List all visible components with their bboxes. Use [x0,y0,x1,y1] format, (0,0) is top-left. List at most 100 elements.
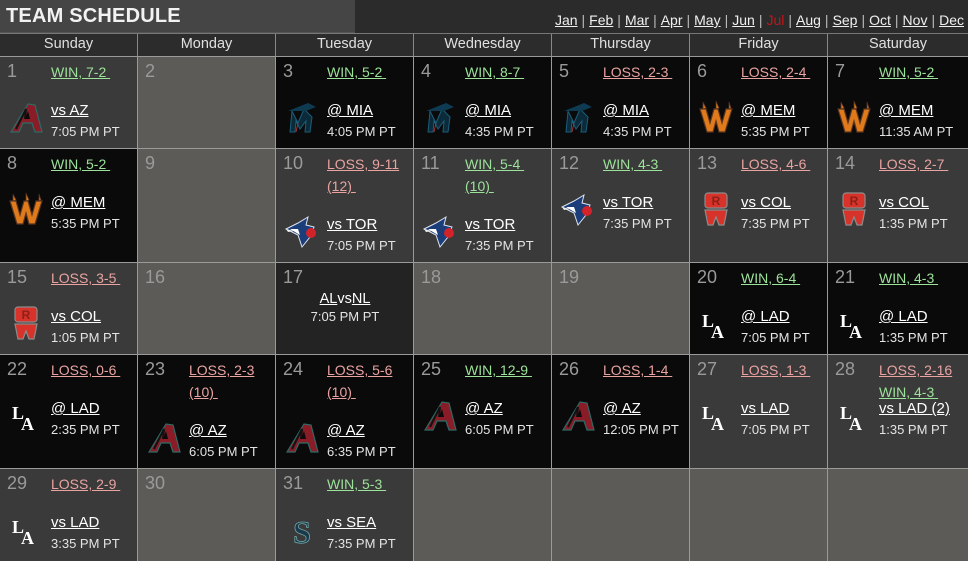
extra-innings-label[interactable]: (10) [465,178,494,194]
redbirds-logo-icon [698,99,734,135]
game-result-link[interactable]: LOSS, 1-3 [741,362,811,378]
separator: | [617,12,621,28]
day-number: 23 [145,359,166,379]
day-cell: 28 LOSS, 2-16 WIN, 4-3 vs LAD (2) 1:35 PM P… [828,355,968,468]
opponent-link[interactable]: @ AZ [603,400,641,417]
game-result-link[interactable]: WIN, 8-7 [465,64,525,80]
opponent-link[interactable]: vs COL [741,194,792,211]
day-cell: 13 LOSS, 4-6 vs COL 7:35 PM PT [690,149,828,262]
game-result-link[interactable]: LOSS, 5-6 [327,362,393,378]
month-link-sep[interactable]: Sep [832,12,858,28]
day-cell: 20 WIN, 6-4 @ LAD 7:05 PM PT [690,263,828,354]
game-result-link[interactable]: WIN, 5-4 [465,156,525,172]
game-result-link[interactable]: LOSS, 2-3 [189,362,255,378]
opponent-link[interactable]: vs TOR [603,194,654,211]
day-number: 11 [421,153,440,173]
dodgers-logo-icon [698,305,734,341]
nl-link[interactable]: NL [351,291,371,307]
game-result-link[interactable]: LOSS, 3-5 [51,270,121,286]
game-result-link[interactable]: WIN, 7-2 [51,64,111,80]
opponent-link[interactable]: @ LAD [879,308,928,325]
game-result-link[interactable]: LOSS, 1-4 [603,362,673,378]
game-result-link[interactable]: LOSS, 2-16 [879,362,953,378]
month-link-feb[interactable]: Feb [589,12,614,28]
day-number: 21 [835,267,856,287]
opponent-link[interactable]: vs COL [879,194,930,211]
game-result-link[interactable]: WIN, 5-2 [327,64,387,80]
dodgers-logo-icon [836,305,872,341]
game-result-link[interactable]: WIN, 4-3 [879,270,939,286]
game-result-link[interactable]: LOSS, 9-11 [327,156,400,172]
day-number: 24 [283,359,304,379]
month-link-jan[interactable]: Jan [554,12,578,28]
diamondbacks-logo-icon [8,99,44,135]
day-number: 31 [283,473,304,493]
opponent-link[interactable]: vs AZ [51,102,89,119]
extra-innings-label[interactable]: (12) [327,178,356,194]
game-result-link[interactable]: WIN, 6-4 [741,270,801,286]
opponent-link[interactable]: @ AZ [327,422,365,439]
game-result-link[interactable]: LOSS, 4-6 [741,156,811,172]
game-result-link[interactable]: LOSS, 2-3 [603,64,673,80]
opponent-link[interactable]: @ LAD [741,308,790,325]
al-link[interactable]: AL [319,291,338,307]
month-link-dec[interactable]: Dec [939,12,964,28]
game2-result-link[interactable]: WIN, 4-3 [879,384,939,400]
rw-logo-icon [8,305,44,341]
game-time: 12:05 PM PT [603,422,679,437]
month-link-mar[interactable]: Mar [624,12,650,28]
opponent-link[interactable]: vs LAD (2) [879,400,950,417]
month-link-oct[interactable]: Oct [869,12,891,28]
separator: | [824,12,829,28]
game-result-link[interactable]: LOSS, 2-9 [51,476,121,492]
opponent-link[interactable]: vs LAD [741,400,790,417]
game-result-link[interactable]: WIN, 4-3 [603,156,663,172]
month-link-apr[interactable]: Apr [660,12,683,28]
separator: | [861,12,866,28]
opponent-link[interactable]: @ AZ [465,400,503,417]
game-result-link[interactable]: WIN, 12-9 [465,362,532,378]
game-result-link[interactable]: WIN, 5-2 [51,156,111,172]
opponent-link[interactable]: @ MIA [603,102,650,119]
day-cell: 30 [138,469,276,561]
vs-label: vs [337,291,352,307]
month-link-aug[interactable]: Aug [796,12,821,28]
day-cell: 3 WIN, 5-2 @ MIA 4:05 PM PT [276,57,414,148]
opponent-link[interactable]: vs COL [51,308,102,325]
day-cell: 5 LOSS, 2-3 @ MIA 4:35 PM PT [552,57,690,148]
month-link-jun[interactable]: Jun [732,12,755,28]
extra-innings-label[interactable]: (10) [189,384,218,400]
diamondbacks-logo-icon [422,397,458,433]
day-number: 7 [835,61,846,81]
separator: | [724,12,729,28]
opponent-link[interactable]: @ MEM [879,102,934,119]
opponent-link[interactable]: @ MEM [741,102,796,119]
dodgers-logo-icon [698,397,734,433]
month-link-may[interactable]: May [694,12,721,28]
opponent-link[interactable]: @ MIA [327,102,374,119]
page-title: TEAM SCHEDULE [6,5,181,27]
opponent-link[interactable]: @ LAD [51,400,100,417]
day-number: 27 [697,359,718,379]
opponent-link[interactable]: vs TOR [327,216,378,233]
month-link-nov[interactable]: Nov [902,12,928,28]
opponent-link[interactable]: @ MIA [465,102,512,119]
game-result-link[interactable]: LOSS, 2-4 [741,64,811,80]
opponent-link[interactable]: @ MEM [51,194,106,211]
calendar-week-row: 22 LOSS, 0-6 @ LAD 2:35 PM PT 23 LOSS, 2-3 (1… [0,354,968,468]
opponent-link[interactable]: vs LAD [51,514,100,531]
day-cell: 24 LOSS, 5-6 (10) @ AZ 6:35 PM PT [276,355,414,468]
opponent-link[interactable]: vs SEA [327,514,377,531]
game-result-link[interactable]: WIN, 5-3 [327,476,387,492]
game-result-link[interactable]: LOSS, 2-7 [879,156,949,172]
extra-innings-label[interactable]: (10) [327,384,356,400]
diamondbacks-logo-icon [284,419,320,455]
redbirds-logo-icon [836,99,872,135]
opponent-link[interactable]: @ AZ [189,422,227,439]
diamondbacks-logo-icon [560,397,596,433]
game-result-link[interactable]: LOSS, 0-6 [51,362,121,378]
opponent-link[interactable]: vs TOR [465,216,516,233]
day-number: 6 [697,61,708,81]
game-result-link[interactable]: WIN, 5-2 [879,64,939,80]
day-cell: 15 LOSS, 3-5 vs COL 1:05 PM PT [0,263,138,354]
